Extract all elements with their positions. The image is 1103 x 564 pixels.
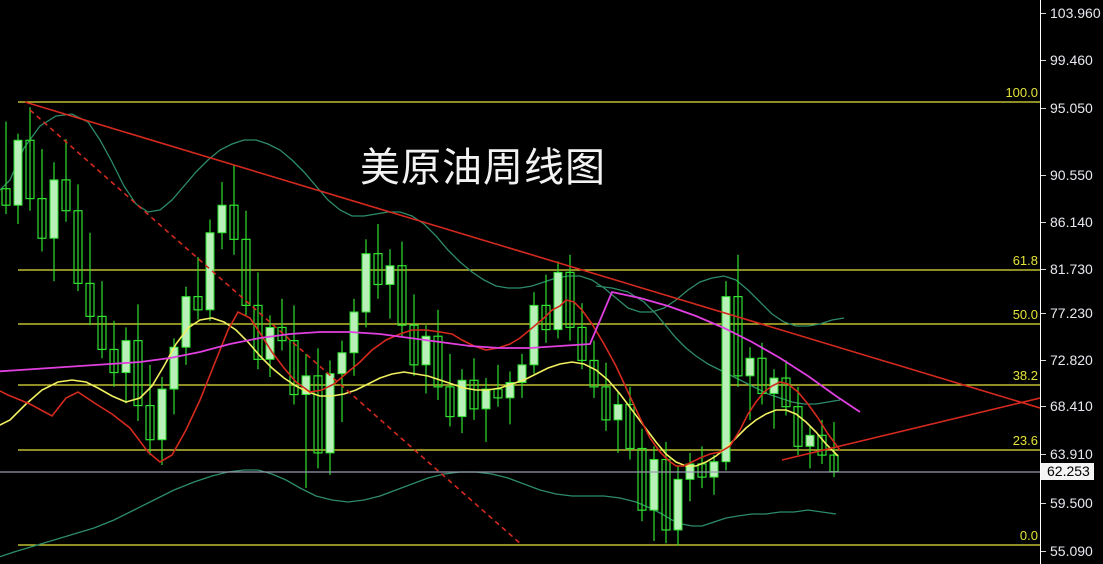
- chart-canvas: [0, 101, 1040, 558]
- axis-tick-label: 81.730: [1050, 261, 1093, 277]
- axis-tick-label: 68.410: [1050, 398, 1093, 414]
- fib-label-38-2: 38.2: [1012, 368, 1038, 383]
- fib-label-23-6: 23.6: [1012, 433, 1038, 448]
- axis-tickmark: [1041, 175, 1046, 176]
- axis-tickmark: [1041, 503, 1046, 504]
- fib-label-61-8: 61.8: [1012, 253, 1038, 268]
- chart-plot-area[interactable]: 美原油周线图 100.0 61.8 50.0 38.2 23.6 0.0: [0, 0, 1040, 564]
- fib-label-50-0: 50.0: [1012, 307, 1038, 322]
- axis-tickmark: [1041, 551, 1046, 552]
- axis-tick-label: 72.820: [1050, 352, 1093, 368]
- axis-tick-label: 63.910: [1050, 446, 1093, 462]
- axis-tickmark: [1041, 360, 1046, 361]
- fib-label-0-0: 0.0: [1019, 528, 1038, 543]
- page-title: 美原油周线图: [360, 145, 606, 191]
- axis-tick-label: 55.090: [1050, 543, 1093, 559]
- ascending-support: [781, 397, 1040, 461]
- axis-tickmark: [1041, 222, 1046, 223]
- axis-tick-label: 77.230: [1050, 305, 1093, 321]
- axis-tick-label: 90.550: [1050, 167, 1093, 183]
- upper-descending-solid: [24, 101, 1040, 409]
- fib-label-100-0: 100.0: [1005, 85, 1038, 100]
- axis-tick-label: 95.050: [1050, 100, 1093, 116]
- axis-tick-label: 59.500: [1050, 495, 1093, 511]
- steep-descending-dashed: [29, 109, 523, 546]
- price-axis[interactable]: 103.960 99.460 95.050 90.550 86.140 81.730 77.…: [1040, 0, 1103, 564]
- axis-tickmark: [1041, 108, 1046, 109]
- axis-tick-label: 86.140: [1050, 214, 1093, 230]
- moving-average-group: [0, 290, 861, 467]
- candlestick-series: [1, 107, 839, 546]
- axis-tickmark: [1041, 454, 1046, 455]
- axis-tickmark: [1041, 406, 1046, 407]
- current-price-badge: 62.253: [1041, 463, 1094, 480]
- axis-tickmark: [1041, 60, 1046, 61]
- axis-tick-label: 99.460: [1050, 52, 1093, 68]
- axis-tickmark: [1041, 13, 1046, 14]
- axis-tickmark: [1041, 269, 1046, 270]
- axis-tick-label: 103.960: [1050, 5, 1101, 21]
- trendlines-group: [24, 101, 1040, 546]
- axis-tickmark: [1041, 313, 1046, 314]
